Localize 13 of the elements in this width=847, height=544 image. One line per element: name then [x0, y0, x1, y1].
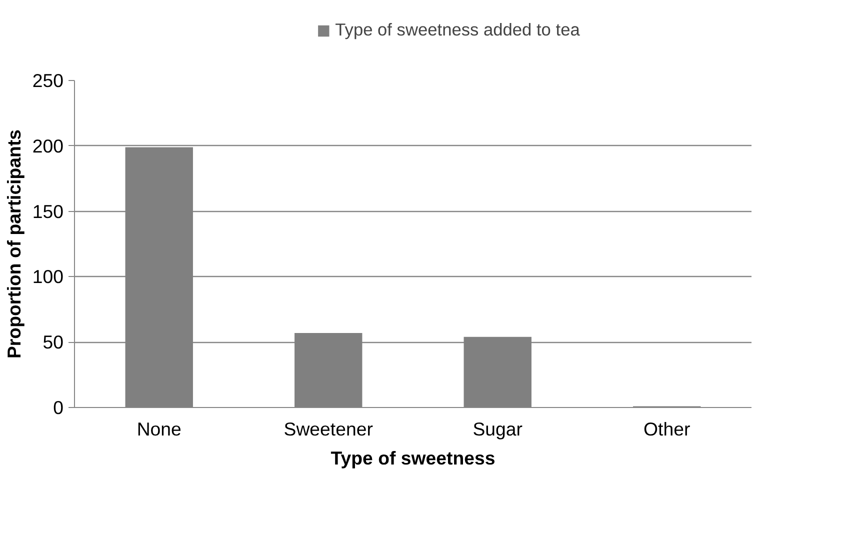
x-axis-title: Type of sweetness	[330, 448, 496, 468]
y-tick-label: 250	[32, 70, 64, 91]
y-axis-title: Proportion of participants	[3, 129, 24, 359]
y-tick-label: 150	[32, 200, 64, 222]
y-tick-label: 0	[53, 397, 64, 418]
x-tick-label: None	[136, 418, 182, 440]
y-tick-label: 50	[42, 332, 64, 353]
y-tick-label: 200	[32, 135, 64, 156]
x-tick-label: Sugar	[472, 418, 523, 440]
x-tick-label: Sweetener	[284, 418, 373, 440]
y-tick-label: 100	[32, 266, 64, 288]
legend-label: Type of sweetness added to tea	[335, 20, 580, 40]
x-tick-label: Other	[644, 418, 690, 440]
